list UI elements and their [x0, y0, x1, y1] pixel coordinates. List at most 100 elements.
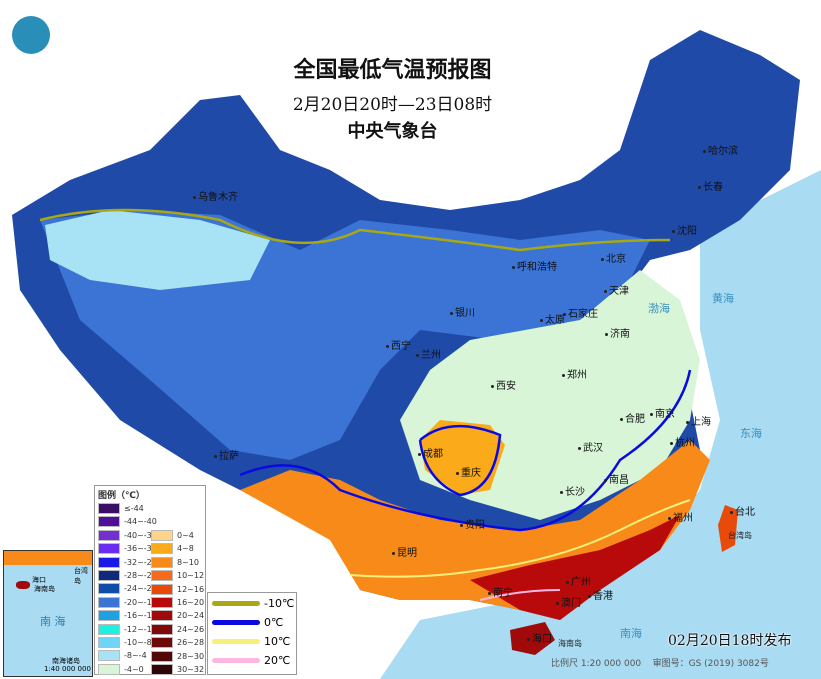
city-label: 西安 — [491, 377, 516, 392]
legend-swatch — [98, 516, 120, 528]
legend-label: -44~-40 — [124, 517, 157, 527]
isoline-legend-item: -10℃ — [212, 597, 294, 610]
sea-label: 南海 — [620, 627, 642, 640]
far-south-hot — [470, 515, 680, 620]
city-label: 香港 — [588, 587, 613, 602]
isoline-legend-item: 0℃ — [212, 616, 283, 629]
city-label: 北京 — [601, 250, 626, 265]
legend-label: -20~-16 — [124, 597, 157, 607]
inset-hainan — [16, 581, 30, 589]
city-label: 乌鲁木齐 — [193, 188, 238, 203]
city-label: 长春 — [698, 178, 723, 193]
map-agency: 中央气象台 — [347, 121, 438, 142]
city-label: 呼和浩特 — [512, 258, 557, 273]
legend-swatch — [151, 623, 173, 635]
isoline-label: -10℃ — [264, 597, 295, 610]
legend-label: 12~16 — [177, 584, 205, 594]
isoline-swatch — [212, 639, 260, 644]
legend-swatch — [98, 570, 120, 581]
legend-item: 4~8 — [151, 543, 194, 555]
city-label: 贵阳 — [460, 516, 485, 531]
city-label: 兰州 — [416, 346, 441, 361]
legend-item: 28~30 — [151, 650, 204, 662]
inset-hainan-label: 海南岛 — [34, 585, 55, 593]
isoline-swatch — [212, 601, 260, 606]
city-label: 台北 — [730, 503, 755, 518]
legend-item: 26~28 — [151, 637, 205, 649]
city-label: 福州 — [668, 509, 693, 524]
sea-label: 渤海 — [648, 302, 670, 315]
legend-swatch — [151, 650, 173, 662]
city-label: 杭州 — [670, 434, 695, 449]
legend-item: 0~4 — [151, 530, 194, 541]
city-label: 石家庄 — [563, 305, 598, 320]
legend-label: -28~-24 — [124, 571, 157, 580]
sea-area — [380, 170, 821, 679]
sea-label: 黄海 — [712, 292, 734, 305]
legend-swatch — [98, 610, 120, 622]
legend-swatch — [151, 637, 173, 649]
isoline-legend-item: 20℃ — [212, 654, 290, 667]
legend-title: 图例（℃） — [98, 491, 145, 501]
sichuan-basin-warm — [420, 420, 505, 495]
legend-label: 26~28 — [177, 638, 205, 648]
isoline-10 — [349, 499, 691, 578]
isoline-minus10 — [39, 208, 671, 252]
legend-label: 8~10 — [177, 557, 199, 567]
legend-swatch — [98, 650, 120, 662]
legend-label: -8~-4 — [124, 651, 147, 661]
city-label: 武汉 — [578, 439, 603, 454]
legend-label: -12~-10 — [124, 624, 157, 634]
legend-item: -24~-20 — [98, 583, 157, 595]
legend-swatch — [151, 556, 173, 568]
inset-sea-label: 南 海 — [40, 615, 66, 628]
legend-swatch — [98, 583, 120, 595]
isoline-legend: -10℃ 0℃ 10℃ 20℃ — [207, 592, 297, 675]
map-title: 全国最低气温预报图 — [293, 57, 492, 83]
legend-label: -40~-36 — [124, 530, 157, 540]
legend-swatch — [98, 596, 120, 608]
legend-swatch — [98, 503, 120, 514]
legend-item: 30~32 — [151, 664, 204, 675]
legend-label: -4~0 — [124, 664, 144, 674]
legend-label: -16~-12 — [124, 611, 157, 621]
cool-basin — [45, 210, 270, 290]
legend-item: 20~24 — [151, 610, 204, 622]
legend-label: 10~12 — [177, 571, 205, 581]
city-label: 上海 — [686, 413, 711, 428]
legend-item: -12~-10 — [98, 623, 157, 635]
legend-item: -32~-28 — [98, 556, 157, 568]
south-china-sea-inset: 海口 海南岛 台湾岛 南 海 南海诸岛 1:40 000 000 — [3, 550, 93, 677]
city-label: 重庆 — [456, 464, 481, 479]
legend-label: 24~26 — [177, 624, 205, 634]
legend-label: 30~32 — [177, 665, 205, 674]
legend-swatch — [98, 663, 120, 675]
legend: 图例（℃） ≤-44 -44~-40 -40~-36 -36~-32 -32~-28 -2… — [94, 485, 206, 675]
isoline-label: 10℃ — [264, 635, 291, 648]
sea-label: 海南岛 — [558, 639, 582, 648]
legend-label: -36~-32 — [124, 544, 157, 554]
legend-swatch — [98, 637, 120, 648]
legend-item: -44~-40 — [98, 516, 157, 528]
legend-item: ≤-44 — [98, 503, 144, 514]
cma-logo — [12, 16, 50, 54]
legend-swatch — [151, 570, 173, 582]
legend-label: 4~8 — [177, 544, 194, 554]
legend-item: -36~-32 — [98, 543, 157, 555]
city-label: 南京 — [650, 405, 675, 420]
inset-mainland — [4, 551, 92, 565]
city-label: 太原 — [540, 311, 565, 326]
city-label: 昆明 — [392, 544, 417, 559]
city-label: 银川 — [450, 304, 475, 319]
inset-haikou: 海口 — [32, 576, 46, 584]
review-number: 审图号：GS (2019) 3082号 — [652, 659, 769, 669]
sea-label: 台湾岛 — [728, 531, 752, 540]
legend-label: -32~-28 — [124, 557, 157, 567]
legend-swatch — [151, 664, 173, 675]
isoline-0 — [239, 369, 692, 532]
legend-item: 12~16 — [151, 583, 205, 595]
legend-swatch — [151, 583, 173, 595]
legend-item: -28~-24 — [98, 570, 157, 581]
map-scale: 比例尺 1:20 000 000 — [551, 659, 642, 669]
